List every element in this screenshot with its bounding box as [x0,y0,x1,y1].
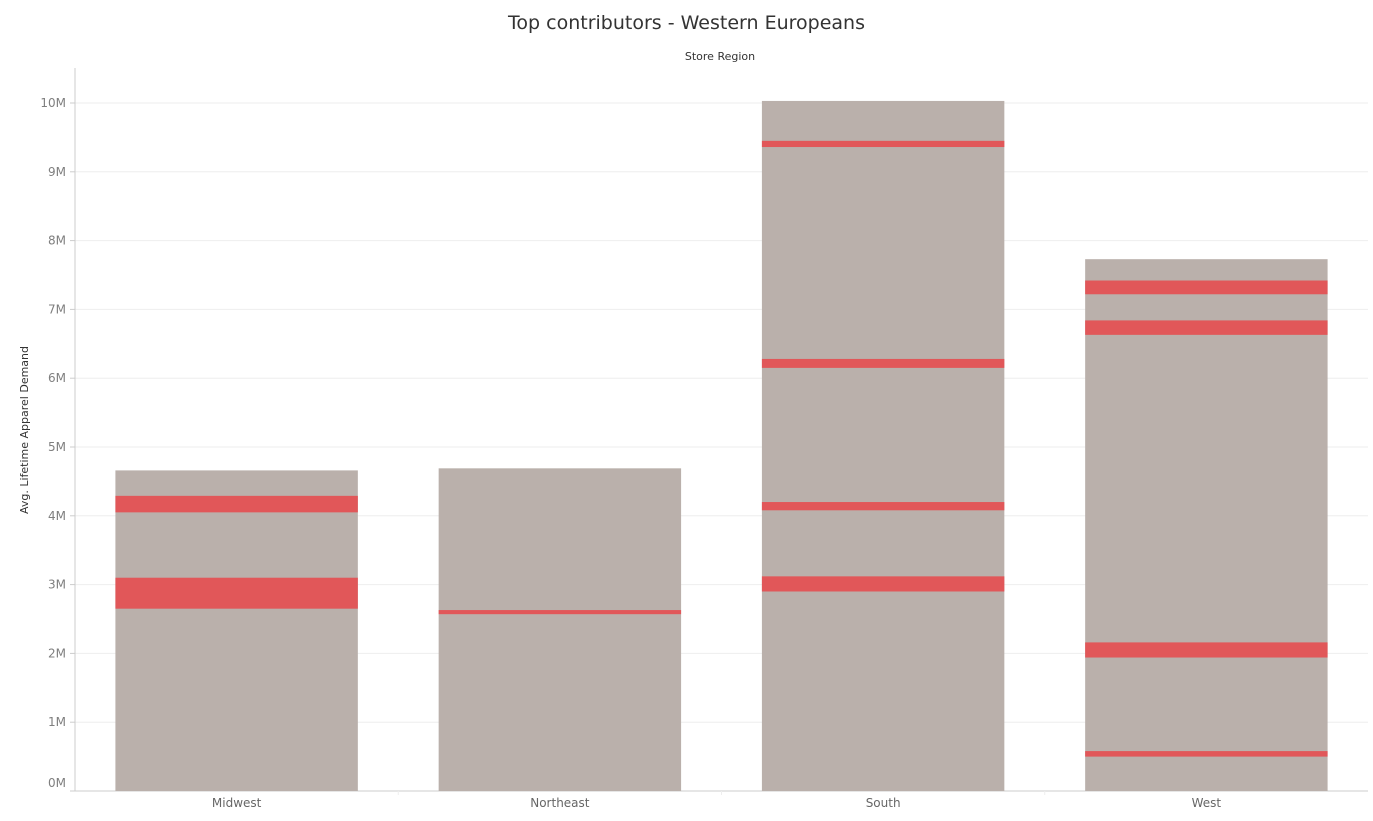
y-tick-label: 9M [48,165,66,179]
bar-west[interactable] [1085,259,1328,791]
highlight-segment-west[interactable] [1085,642,1328,658]
y-tick-label: 1M [48,715,66,729]
y-tick-label: 2M [48,646,66,660]
highlight-segment-west[interactable] [1085,280,1328,295]
bars [115,100,1328,792]
y-tick-label: 5M [48,440,66,454]
x-tick-label: Midwest [212,796,262,810]
highlight-segment-midwest[interactable] [115,577,358,609]
highlight-segment-west[interactable] [1085,320,1328,335]
highlight-segment-midwest[interactable] [115,495,358,513]
highlight-segment-south[interactable] [761,358,1005,368]
bar-northeast[interactable] [438,468,682,791]
x-tick-label: Northeast [530,796,590,810]
x-tick-label: West [1192,796,1222,810]
highlight-segment-south[interactable] [761,140,1005,148]
bar-south[interactable] [761,100,1005,792]
y-tick-label: 7M [48,302,66,316]
y-tick-label: 0M [48,776,66,790]
highlight-segment-west[interactable] [1085,751,1328,757]
y-tick-label: 6M [48,371,66,385]
chart-subtitle: Store Region [684,50,756,63]
y-tick-label: 3M [48,578,66,592]
category-axis: Midwest Northeast South West [212,791,1222,810]
y-axis-title: Avg. Lifetime Apparel Demand [18,346,31,514]
x-tick-label: South [866,796,901,810]
highlight-segment-south[interactable] [761,576,1005,592]
highlight-segment-northeast[interactable] [438,610,682,615]
y-tick-label: 8M [48,234,66,248]
highlight-segment-south[interactable] [761,502,1005,511]
y-tick-label: 10M [40,96,66,110]
chart-title: Top contributors - Western Europeans [508,12,865,34]
y-tick-label: 4M [48,509,66,523]
bar-midwest[interactable] [115,470,358,791]
